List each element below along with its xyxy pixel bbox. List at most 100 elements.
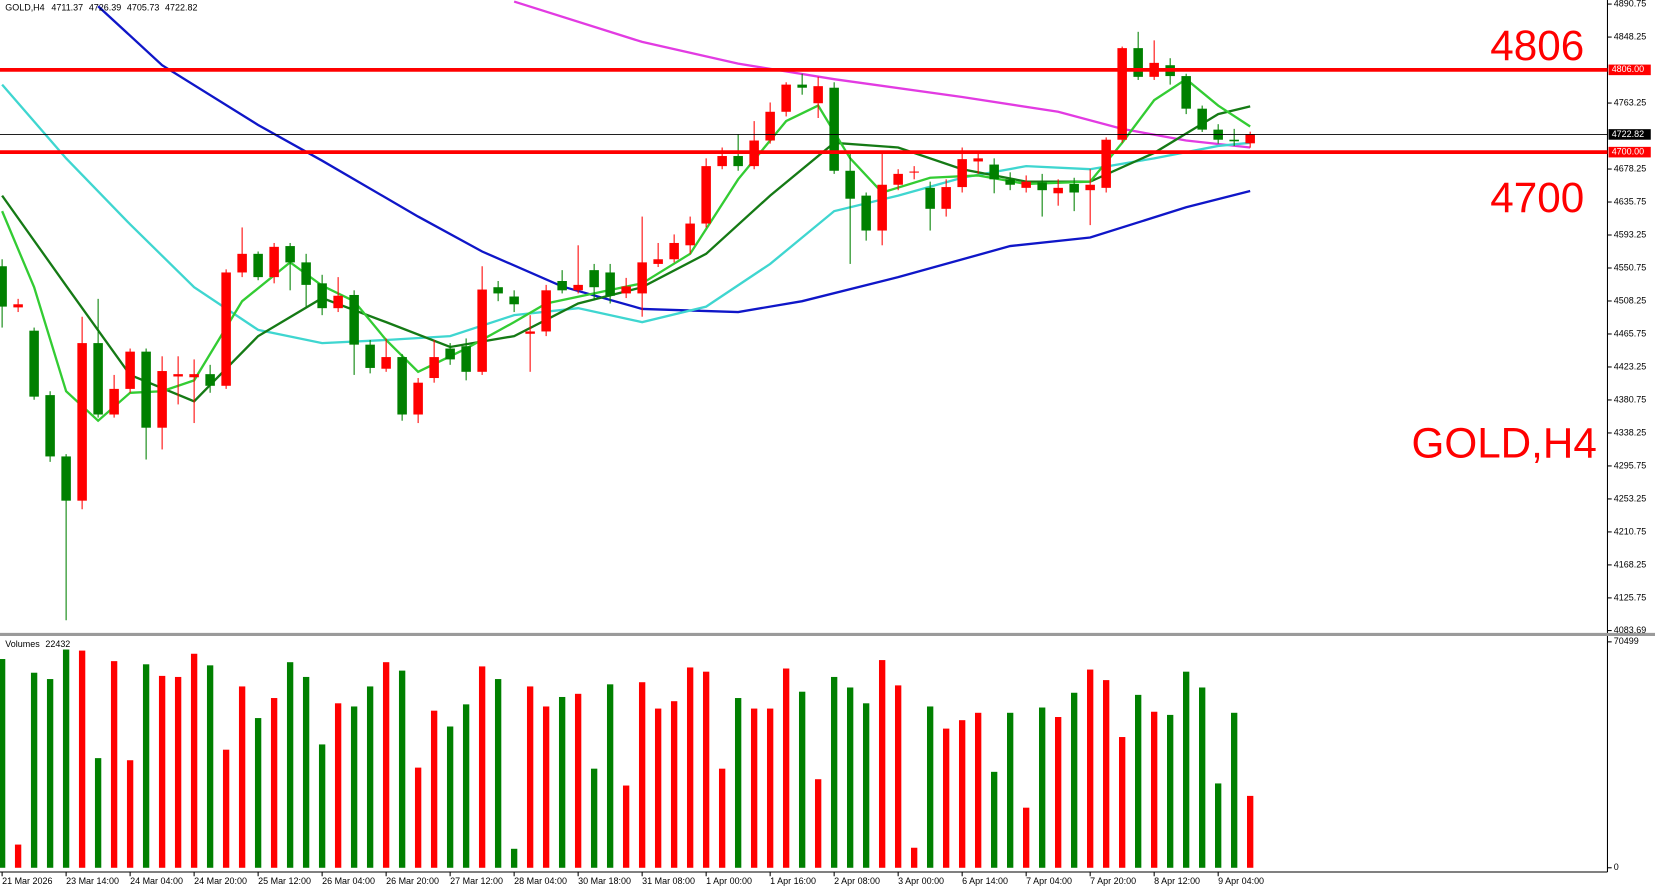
volume-bar bbox=[574, 693, 582, 868]
candle-body bbox=[109, 388, 119, 415]
volume-tick-label: 0 bbox=[1614, 862, 1619, 872]
y-tick-label: 4380.75 bbox=[1614, 394, 1646, 404]
x-tick-label: 30 Mar 18:00 bbox=[578, 876, 631, 886]
candle-body bbox=[381, 357, 391, 369]
candle-body bbox=[1069, 183, 1079, 193]
candle-body bbox=[221, 272, 231, 386]
volume-bar bbox=[174, 676, 182, 868]
candle-body bbox=[13, 304, 23, 308]
candle-body bbox=[573, 284, 583, 291]
candle-body bbox=[77, 343, 87, 501]
candle-body bbox=[669, 242, 679, 260]
candle-body bbox=[1117, 48, 1127, 140]
x-tick-label: 27 Mar 12:00 bbox=[450, 876, 503, 886]
candle-body bbox=[477, 289, 487, 372]
volume-bar bbox=[222, 749, 230, 868]
volume-bar bbox=[590, 768, 598, 868]
candle-body bbox=[621, 286, 631, 294]
y-tick-label: 4423.25 bbox=[1614, 361, 1646, 371]
y-tick-label: 4593.25 bbox=[1614, 229, 1646, 239]
candle-body bbox=[253, 253, 263, 278]
volume-bar bbox=[734, 698, 742, 868]
candle-body bbox=[973, 158, 983, 162]
x-tick-label: 7 Apr 04:00 bbox=[1026, 876, 1072, 886]
candle-body bbox=[29, 330, 39, 397]
volume-bar bbox=[798, 691, 806, 868]
volume-bar bbox=[158, 675, 166, 868]
candle-body bbox=[493, 287, 503, 294]
x-tick-label: 6 Apr 14:00 bbox=[962, 876, 1008, 886]
candle-body bbox=[765, 111, 775, 141]
volume-bar bbox=[1102, 680, 1110, 868]
candle-body bbox=[909, 171, 919, 173]
volume-bar bbox=[318, 744, 326, 868]
candle-body bbox=[141, 351, 151, 428]
x-tick-label: 1 Apr 16:00 bbox=[770, 876, 816, 886]
volume-bar bbox=[942, 728, 950, 868]
volume-bar bbox=[958, 720, 966, 868]
candle-body bbox=[333, 295, 343, 309]
volume-bar bbox=[974, 712, 982, 868]
volume-bar bbox=[270, 698, 278, 868]
volume-bar bbox=[862, 703, 870, 868]
volume-current: 22432 bbox=[45, 639, 70, 649]
moving-average bbox=[1, 83, 1251, 345]
volume-bar bbox=[814, 779, 822, 868]
volume-bar bbox=[126, 760, 134, 868]
candle-body bbox=[733, 156, 743, 167]
volume-bar bbox=[830, 676, 838, 868]
volume-bar bbox=[1070, 692, 1078, 868]
volume-bar bbox=[718, 768, 726, 868]
volume-bar bbox=[1151, 711, 1158, 868]
y-tick-label: 4678.25 bbox=[1614, 163, 1646, 173]
candle-body bbox=[269, 246, 279, 278]
volume-bar bbox=[638, 682, 646, 868]
volume-bar bbox=[366, 686, 374, 868]
level-tag bbox=[1608, 64, 1651, 76]
candle-body bbox=[989, 164, 999, 180]
candle-body bbox=[685, 223, 695, 246]
candle-body bbox=[957, 159, 967, 188]
candle-body bbox=[0, 266, 7, 307]
volume-bar bbox=[606, 684, 614, 868]
volume-bar bbox=[286, 662, 294, 868]
volume-bar bbox=[462, 704, 470, 868]
candle-body bbox=[413, 382, 423, 415]
moving-average bbox=[513, 0, 1251, 149]
volume-bar bbox=[414, 767, 422, 868]
candle-body bbox=[797, 84, 807, 88]
candle-body bbox=[1021, 181, 1031, 188]
y-tick-label: 4763.25 bbox=[1614, 97, 1646, 107]
level-tag bbox=[1608, 146, 1651, 158]
volume-bar bbox=[14, 844, 22, 868]
volume-bar bbox=[1231, 712, 1238, 868]
volume-bar bbox=[110, 661, 118, 868]
candle-body bbox=[893, 173, 903, 185]
symbol-annotation: GOLD,H4 bbox=[1412, 420, 1597, 467]
candle-body bbox=[237, 253, 247, 273]
candle-body bbox=[1229, 139, 1239, 142]
candle-body bbox=[125, 351, 135, 389]
y-tick-label: 4848.25 bbox=[1614, 31, 1646, 41]
x-tick-label: 25 Mar 12:00 bbox=[258, 876, 311, 886]
volume-bar bbox=[670, 701, 678, 868]
volume-bar bbox=[254, 718, 262, 868]
y-tick-label: 4635.75 bbox=[1614, 196, 1646, 206]
candle-body bbox=[445, 348, 455, 360]
candle-body bbox=[525, 331, 535, 334]
volume-bar bbox=[654, 708, 662, 868]
level-tag-label: 4700.00 bbox=[1612, 147, 1644, 157]
volume-bar bbox=[0, 659, 6, 868]
volume-bar bbox=[398, 670, 406, 868]
last-price-tag bbox=[1608, 129, 1651, 140]
candle-body bbox=[317, 283, 327, 309]
candle-body bbox=[813, 86, 823, 104]
volume-bar bbox=[526, 686, 534, 868]
volume-bar bbox=[238, 686, 246, 868]
candle-body bbox=[653, 259, 663, 264]
candle-body bbox=[877, 184, 887, 231]
volume-bar bbox=[1199, 687, 1206, 868]
y-tick-label: 4465.75 bbox=[1614, 328, 1646, 338]
x-tick-label: 21 Mar 2026 bbox=[2, 876, 52, 886]
